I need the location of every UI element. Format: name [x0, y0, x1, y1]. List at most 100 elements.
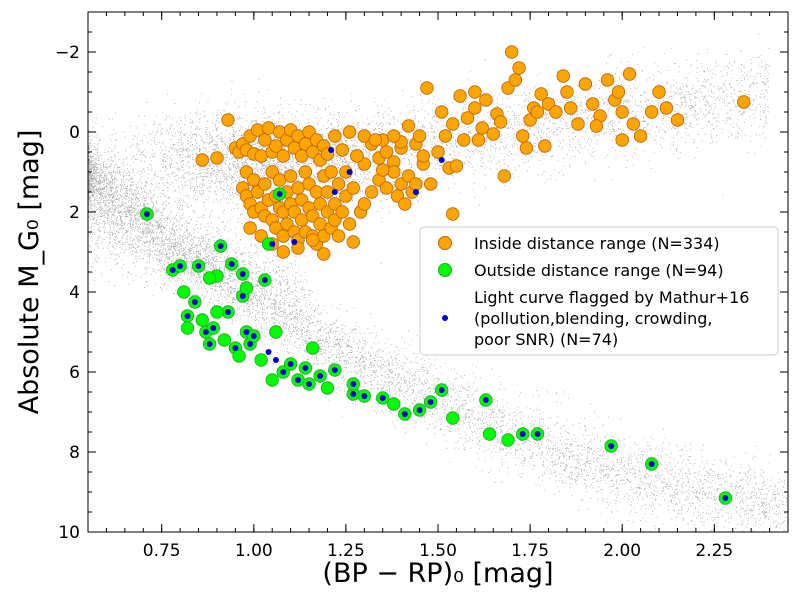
- flagged-point-40: [346, 169, 353, 175]
- flagged-point-46: [350, 381, 357, 387]
- inside-point-160: [652, 85, 666, 99]
- outside-point-40: [387, 397, 401, 411]
- flagged-point-32: [438, 387, 445, 393]
- flagged-point-5: [202, 329, 209, 335]
- inside-point-162: [670, 113, 685, 127]
- inside-point-1: [210, 151, 224, 165]
- outside-point-3: [177, 285, 191, 299]
- inside-point-104: [387, 165, 401, 179]
- inside-point-156: [622, 67, 637, 81]
- inside-point-93: [276, 245, 290, 259]
- inside-point-89: [342, 217, 357, 231]
- inside-point-133: [497, 169, 512, 183]
- y-tick-label-0: −2: [55, 43, 80, 63]
- legend-label-outside: Outside distance range (N=94): [474, 261, 724, 280]
- outside-distance-series: [140, 187, 733, 505]
- inside-point-107: [398, 197, 412, 211]
- inside-point-17: [276, 149, 290, 163]
- x-tick-label-4: 1.75: [511, 541, 549, 561]
- inside-point-97: [331, 229, 346, 243]
- inside-point-100: [357, 197, 372, 211]
- inside-point-68: [298, 165, 313, 179]
- outside-point-48: [501, 433, 515, 447]
- inside-point-146: [549, 105, 563, 119]
- flagged-point-26: [350, 391, 357, 397]
- flagged-point-18: [276, 191, 283, 197]
- inside-point-175: [376, 163, 390, 177]
- flagged-point-42: [412, 189, 419, 195]
- inside-point-153: [600, 73, 615, 87]
- inside-distance-series: [195, 45, 751, 261]
- inside-point-164: [615, 133, 629, 147]
- inside-point-117: [431, 145, 445, 159]
- legend-label-flagged: Light curve flagged by Mathur+16 (pollut…: [474, 288, 755, 349]
- flagged-point-28: [379, 395, 386, 401]
- x-tick-label-0: 0.75: [143, 541, 181, 561]
- inside-point-126: [468, 101, 482, 115]
- flagged-point-48: [265, 349, 272, 355]
- inside-point-144: [538, 139, 552, 153]
- y-tick-label-3: 4: [69, 283, 80, 303]
- flagged-point-37: [648, 461, 655, 467]
- background-star-field: [88, 33, 789, 533]
- outside-point-57: [202, 271, 217, 285]
- outside-point-23: [254, 353, 268, 367]
- outside-point-25: [265, 373, 279, 387]
- inside-point-147: [556, 69, 570, 83]
- y-axis-label: Absolute M_G₀ [mag]: [14, 130, 45, 415]
- legend-marker-outside: [438, 263, 452, 277]
- inside-point-166: [589, 119, 604, 133]
- y-tick-label-5: 8: [69, 443, 80, 463]
- flagged-point-35: [534, 431, 541, 437]
- flagged-point-12: [239, 293, 246, 299]
- inside-point-116: [423, 177, 438, 191]
- flagged-point-33: [482, 397, 489, 403]
- inside-point-163: [737, 95, 751, 109]
- flagged-point-14: [247, 341, 254, 347]
- inside-point-172: [387, 129, 401, 143]
- inside-point-101: [364, 185, 379, 199]
- inside-point-37: [379, 145, 394, 159]
- flagged-point-49: [272, 357, 279, 363]
- inside-point-121: [446, 117, 460, 131]
- inside-point-129: [479, 93, 493, 107]
- x-tick-label-1: 1.00: [235, 541, 273, 561]
- y-tick-label-1: 0: [69, 123, 80, 143]
- outside-point-47: [482, 427, 497, 441]
- inside-point-148: [563, 101, 578, 115]
- inside-point-48: [258, 177, 272, 191]
- inside-point-161: [659, 101, 674, 115]
- inside-point-118: [434, 105, 449, 119]
- inside-point-124: [457, 133, 471, 147]
- inside-point-130: [486, 127, 500, 141]
- legend-label-flagged-line-2: (pollution,blending, crowding,: [474, 309, 713, 328]
- flagged-point-20: [287, 361, 294, 367]
- x-tick-label-6: 2.25: [695, 541, 733, 561]
- flagged-point-11: [232, 345, 239, 351]
- x-axis-label: (BP − RP)₀ [mag]: [322, 558, 553, 589]
- flagged-point-10: [228, 261, 235, 267]
- field-dots: [88, 33, 789, 533]
- inside-point-151: [586, 97, 600, 111]
- legend-label-inside: Inside distance range (N=334): [474, 234, 720, 253]
- inside-point-95: [306, 233, 320, 247]
- inside-point-177: [416, 149, 430, 163]
- inside-point-0: [195, 153, 209, 167]
- inside-point-137: [512, 61, 526, 75]
- inside-point-155: [615, 105, 629, 119]
- flagged-point-25: [331, 367, 338, 373]
- inside-point-98: [346, 235, 360, 249]
- flagged-point-6: [206, 341, 213, 347]
- flagged-point-2: [177, 263, 184, 269]
- x-tick-label-5: 2.00: [603, 541, 641, 561]
- inside-point-103: [379, 181, 394, 195]
- flagged-point-16: [261, 277, 268, 283]
- inside-point-113: [401, 119, 416, 133]
- inside-point-31: [335, 143, 349, 157]
- inside-point-87: [335, 205, 349, 219]
- inside-point-165: [611, 85, 626, 99]
- flagged-point-29: [401, 411, 408, 417]
- flagged-point-41: [331, 189, 338, 195]
- flagged-point-36: [608, 443, 615, 449]
- x-tick-label-2: 1.25: [327, 541, 365, 561]
